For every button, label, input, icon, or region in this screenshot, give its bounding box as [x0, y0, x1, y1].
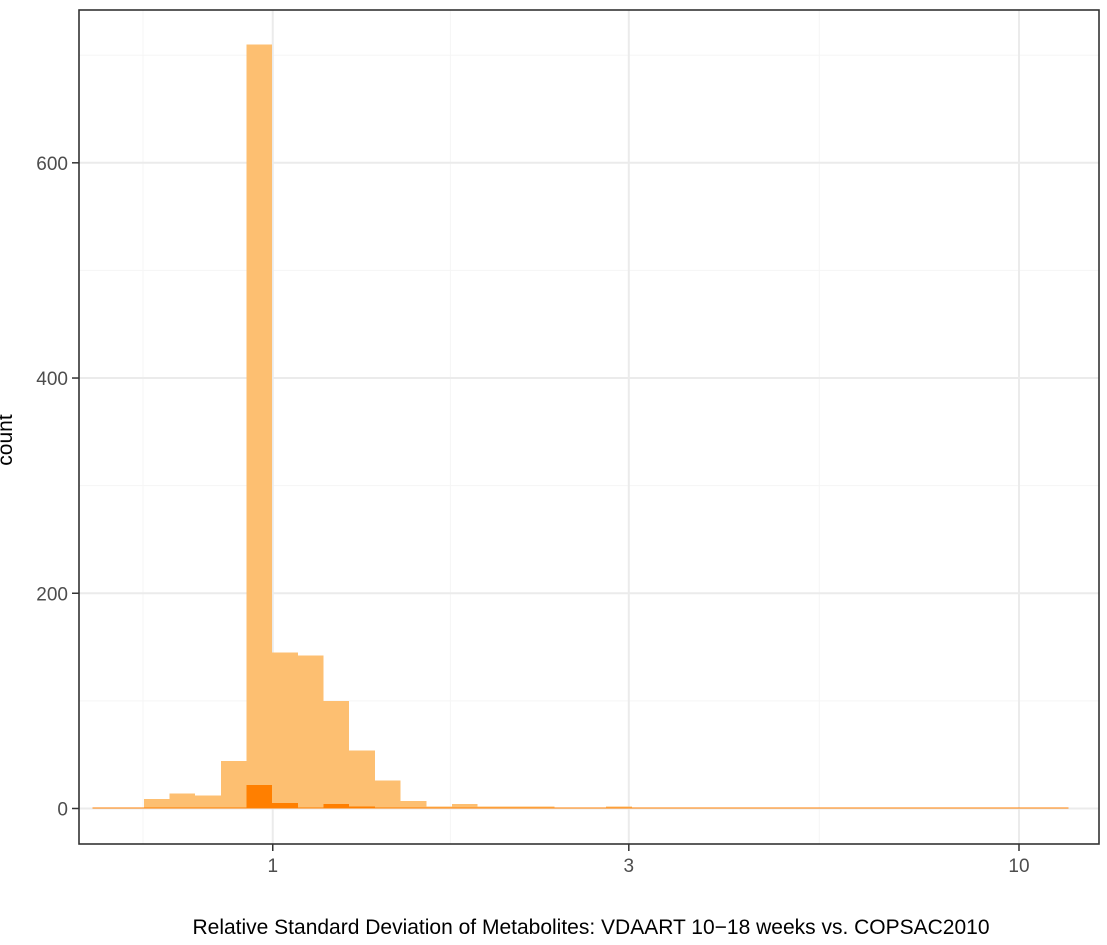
dark-bar — [220, 807, 247, 809]
y-tick-label: 200 — [36, 584, 68, 605]
dark-bar — [477, 807, 504, 809]
dark-bar — [1042, 807, 1069, 809]
light-bar — [143, 798, 170, 809]
x-tick-label: 1 — [267, 856, 278, 877]
dark-bar — [708, 807, 735, 809]
dark-bar — [914, 807, 941, 809]
light-bar — [195, 795, 221, 809]
light-bar — [374, 780, 401, 809]
light-bar — [529, 806, 555, 809]
dark-bar — [503, 807, 530, 809]
x-tick-label: 10 — [1008, 856, 1029, 877]
dark-bar — [297, 807, 324, 809]
dark-bar — [349, 806, 375, 809]
dark-bar — [117, 807, 144, 809]
x-tick-label: 3 — [624, 856, 635, 877]
dark-bar — [272, 803, 298, 809]
light-bar — [220, 761, 247, 809]
y-tick-label: 600 — [36, 154, 68, 175]
panel-border — [78, 9, 1100, 845]
dark-bar — [734, 807, 761, 809]
dark-bar — [195, 807, 221, 809]
y-tick-label: 0 — [57, 799, 68, 820]
light-bar — [272, 652, 298, 809]
dark-bar — [143, 807, 170, 809]
dark-bar — [863, 807, 889, 809]
dark-bar — [785, 807, 812, 809]
dark-bar — [888, 807, 915, 809]
dark-bar — [246, 784, 273, 809]
light-bar — [297, 655, 324, 809]
light-bar — [426, 806, 452, 809]
light-bar — [503, 806, 530, 809]
light-bar — [349, 750, 375, 809]
y-axis-ticks: 0 200 400 600 — [36, 154, 79, 820]
light-bar — [477, 806, 504, 809]
dark-bar — [169, 807, 196, 809]
light-bar — [400, 800, 427, 809]
light-bar — [451, 804, 478, 809]
x-axis-title: Relative Standard Deviation of Metabolit… — [192, 916, 989, 939]
dark-bar — [606, 807, 632, 809]
dark-bar — [374, 807, 401, 809]
dark-bar — [426, 807, 452, 809]
dark-bar — [1017, 807, 1043, 809]
dark-bar — [760, 807, 786, 809]
series-light-bars — [92, 44, 1069, 809]
light-bar — [606, 806, 632, 809]
light-bar — [323, 700, 350, 809]
dark-bar — [451, 807, 478, 809]
light-bar — [169, 793, 196, 809]
dark-bar — [400, 807, 427, 809]
dark-bar — [529, 807, 555, 809]
dark-bar — [323, 804, 350, 809]
light-bar — [246, 44, 273, 809]
y-axis-title: count — [0, 414, 17, 466]
dark-bar — [811, 807, 838, 809]
dark-bar — [631, 807, 658, 809]
dark-bar — [940, 807, 966, 809]
dark-bar — [991, 807, 1018, 809]
x-axis-ticks: 1 3 10 — [267, 844, 1030, 877]
y-tick-label: 400 — [36, 369, 68, 390]
dark-bar — [683, 807, 709, 809]
dark-bar — [657, 807, 684, 809]
dark-bar — [92, 807, 118, 809]
dark-bar — [965, 807, 992, 809]
dark-bar — [837, 807, 864, 809]
dark-bar — [554, 807, 581, 809]
series-dark-bars — [92, 784, 1069, 809]
dark-bar — [580, 807, 607, 809]
